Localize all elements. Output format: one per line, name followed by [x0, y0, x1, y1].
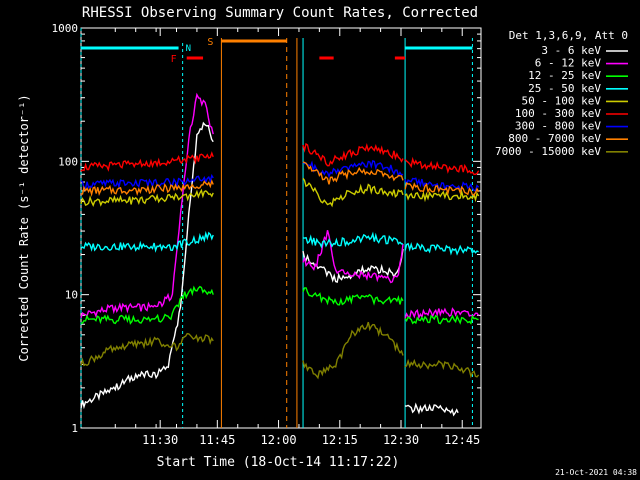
series-800-7000-kev — [80, 161, 480, 198]
legend-item: 25 - 50 keV — [528, 82, 628, 95]
x-tick-label: 11:45 — [199, 433, 235, 447]
series-7000-15000-kev — [80, 321, 480, 380]
legend-label: 50 - 100 keV — [522, 94, 602, 107]
y-axis: 1 10 100 1000 — [52, 22, 481, 435]
saa-label: S — [207, 37, 213, 48]
series-line — [404, 307, 480, 320]
y-axis-label: Corrected Count Rate (s⁻¹ detector⁻¹) — [17, 94, 31, 361]
series-line — [80, 230, 214, 253]
series-25-50-kev — [80, 230, 479, 256]
series-line — [302, 161, 404, 185]
x-tick-label: 11:30 — [142, 433, 178, 447]
series-100-300-kev — [80, 142, 480, 176]
legend-item: 100 - 300 keV — [515, 107, 628, 120]
flare-label: F — [171, 54, 177, 65]
series-line — [404, 241, 479, 256]
chart-title: RHESSI Observing Summary Count Rates, Co… — [82, 5, 478, 21]
legend-label: 25 - 50 keV — [528, 82, 601, 95]
series-line — [302, 230, 404, 284]
y-tick-label: 10 — [65, 289, 78, 302]
x-axis-label: Start Time (18-Oct-14 11:17:22) — [157, 455, 400, 470]
series-line — [302, 287, 404, 306]
series-line — [80, 173, 214, 190]
legend-label: 100 - 300 keV — [515, 107, 601, 120]
series-line — [80, 179, 214, 198]
legend-label: 3 - 6 keV — [541, 44, 601, 57]
series-line — [80, 121, 214, 410]
legend-label: 300 - 800 keV — [515, 120, 601, 133]
x-tick-label: 12:30 — [383, 433, 419, 447]
legend-item: 300 - 800 keV — [515, 120, 628, 133]
legend-label: 6 - 12 keV — [535, 57, 602, 70]
legend-item: 6 - 12 keV — [535, 57, 628, 70]
footer-date: 21-Oct-2021 04:38 — [555, 468, 637, 477]
series-line — [302, 231, 404, 249]
legend-label: 800 - 7000 keV — [508, 132, 601, 145]
series-line — [80, 332, 214, 367]
legend-item: 12 - 25 keV — [528, 69, 628, 82]
series-line — [80, 151, 214, 172]
x-tick-label: 12:15 — [322, 433, 358, 447]
series-line — [80, 92, 214, 319]
legend-title: Det 1,3,6,9, Att 0 — [509, 29, 628, 42]
series-line — [404, 314, 479, 325]
y-tick-label: 100 — [58, 155, 78, 168]
y-tick-label: 1 — [71, 422, 78, 435]
series-line — [404, 189, 480, 203]
series-line — [404, 156, 480, 176]
series-50-100-kev — [80, 177, 480, 208]
x-tick-label: 12:45 — [444, 433, 480, 447]
series-6-12-kev — [80, 92, 480, 320]
legend-item: 7000 - 15000 keV — [495, 145, 628, 158]
legend-item: 3 - 6 keV — [541, 44, 628, 57]
series-line — [302, 142, 404, 167]
x-tick-label: 12:00 — [260, 433, 296, 447]
series-line — [302, 321, 404, 380]
x-axis: 11:30 11:45 12:00 12:15 12:30 12:45 — [114, 28, 480, 447]
legend-item: 50 - 100 keV — [522, 94, 628, 107]
series-line — [405, 402, 459, 417]
series-line — [404, 177, 480, 192]
series-line — [404, 182, 480, 196]
legend-label: 7000 - 15000 keV — [495, 145, 601, 158]
series-line — [404, 358, 480, 379]
legend-item: 800 - 7000 keV — [508, 132, 628, 145]
night-label: N — [186, 44, 191, 54]
series-line — [80, 285, 214, 325]
series-line — [80, 188, 214, 207]
y-tick-label: 1000 — [52, 22, 79, 35]
series-line — [302, 177, 404, 208]
series-12-25-kev — [80, 285, 479, 325]
legend-label: 12 - 25 keV — [528, 69, 601, 82]
data-series — [80, 92, 480, 417]
